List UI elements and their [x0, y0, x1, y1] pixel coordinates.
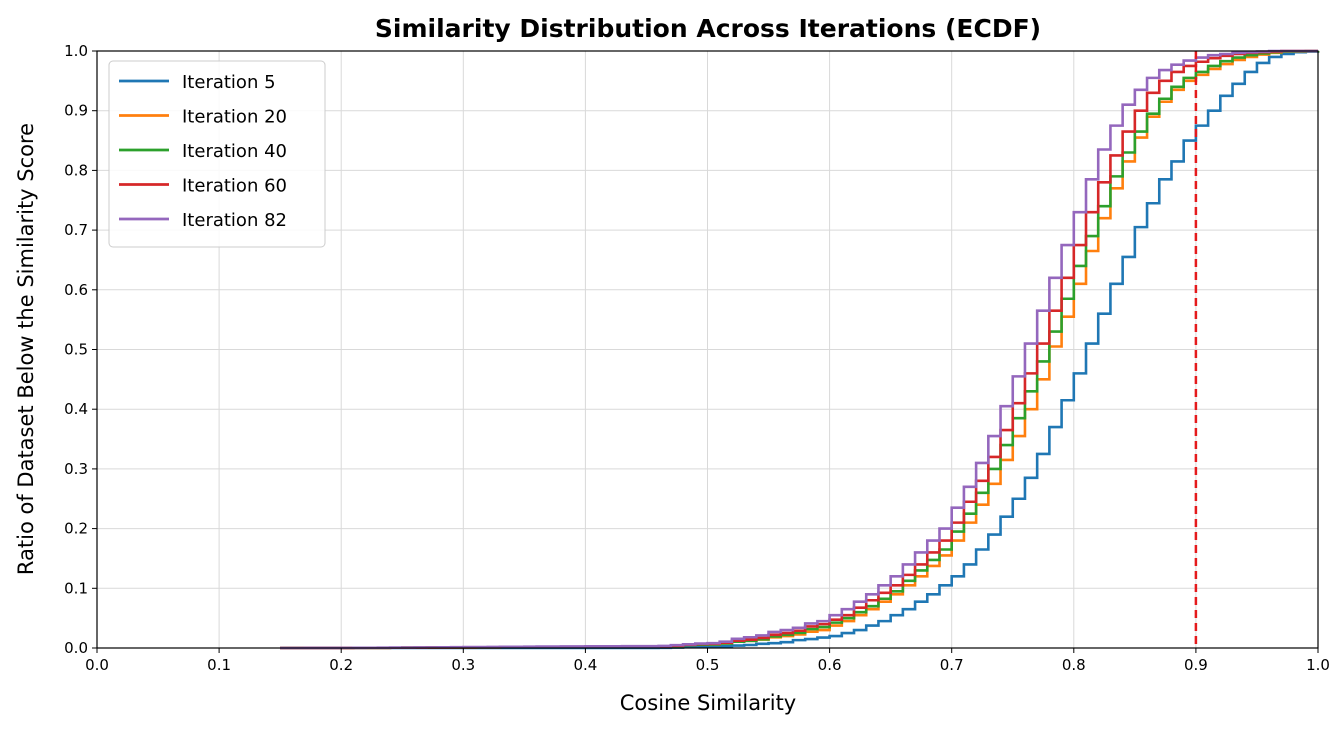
- x-tick-label: 0.5: [696, 656, 720, 674]
- y-tick-label: 0.0: [64, 639, 88, 657]
- x-tick-label: 0.4: [573, 656, 597, 674]
- legend: Iteration 5 Iteration 20 Iteration 40 Itera…: [108, 60, 326, 248]
- legend-label: Iteration 60: [182, 176, 287, 197]
- y-axis-label: Ratio of Dataset Below the Similarity Sc…: [14, 123, 38, 575]
- y-tick-label: 0.7: [64, 221, 88, 239]
- series-line-5: [280, 49, 1318, 650]
- tick-layer: 0.0 0.1 0.2 0.3 0.4 0.5 0.6 0.7 0.8 0.9 1.0 0.0 0.1 0…: [64, 42, 1330, 674]
- legend-label: Iteration 82: [182, 210, 287, 231]
- y-tick-label: 0.9: [64, 102, 88, 120]
- x-tick-label: 0.3: [451, 656, 475, 674]
- y-tick-label: 0.3: [64, 460, 88, 478]
- x-tick-label: 0.2: [329, 656, 353, 674]
- y-tick-label: 0.2: [64, 520, 88, 538]
- y-tick-label: 1.0: [64, 42, 88, 60]
- chart-title: Similarity Distribution Across Iteration…: [375, 14, 1041, 43]
- legend-label: Iteration 5: [182, 72, 276, 93]
- y-tick-label: 0.8: [64, 161, 88, 179]
- y-tick-label: 0.4: [64, 400, 88, 418]
- legend-label: Iteration 40: [182, 141, 287, 162]
- y-tick-label: 0.5: [64, 341, 88, 359]
- x-tick-label: 0.7: [940, 656, 964, 674]
- x-tick-label: 0.9: [1184, 656, 1208, 674]
- x-axis-label: Cosine Similarity: [620, 691, 796, 715]
- x-tick-label: 0.8: [1062, 656, 1086, 674]
- x-tick-label: 0.1: [207, 656, 231, 674]
- legend-label: Iteration 20: [182, 107, 287, 128]
- y-tick-label: 0.6: [64, 281, 88, 299]
- x-tick-label: 0.6: [818, 656, 842, 674]
- x-tick-label: 0.0: [85, 656, 109, 674]
- legend-box: [108, 60, 326, 248]
- y-tick-label: 0.1: [64, 579, 88, 597]
- x-tick-label: 1.0: [1306, 656, 1330, 674]
